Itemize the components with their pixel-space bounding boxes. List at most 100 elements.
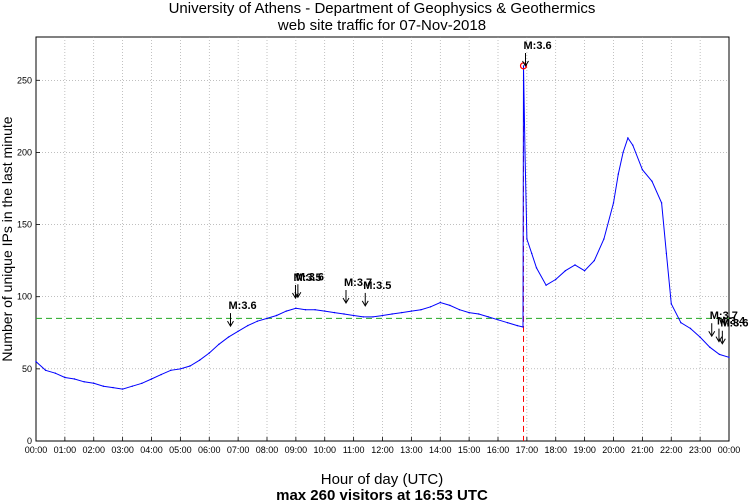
data-point: [603, 238, 605, 240]
data-point: [372, 316, 374, 318]
x-tick-label: 14:00: [429, 445, 452, 455]
data-point: [612, 202, 615, 204]
x-tick-label: 10:00: [313, 445, 336, 455]
max-visitors-note: max 260 visitors at 16:53 UTC: [276, 487, 488, 504]
data-point: [524, 151, 526, 154]
x-tick-labels: 00:00 01:00 02:00 03:00 04:00 05:00 06:00 07:00…: [25, 445, 741, 455]
x-tick-label: 22:00: [660, 445, 683, 455]
data-point: [198, 359, 201, 361]
data-point: [131, 385, 133, 387]
data-point: [237, 330, 239, 332]
data-point: [275, 314, 278, 317]
data-point: [179, 368, 182, 370]
data-point: [531, 252, 533, 255]
data-point: [304, 309, 307, 311]
data-point: [574, 264, 576, 266]
data-point: [487, 316, 490, 318]
x-tick-label: 18:00: [544, 445, 567, 455]
data-point: [170, 369, 172, 371]
data-point: [660, 202, 663, 204]
data-point: [295, 307, 297, 309]
data-point: [150, 378, 153, 380]
data-point: [709, 346, 711, 348]
data-point: [401, 311, 403, 314]
data-point: [689, 327, 692, 330]
chart-subtitle: web site traffic for 07-Nov-2018: [277, 17, 486, 34]
data-point: [429, 306, 432, 308]
y-tick-label: 100: [17, 292, 32, 302]
data-point: [333, 311, 336, 314]
x-tick-label: 04:00: [140, 445, 163, 455]
x-tick-label: 16:00: [487, 445, 510, 455]
annotation-arrow-head: [361, 300, 369, 307]
data-point: [468, 311, 470, 314]
earthquake-annotation-label: M:3.4: [717, 316, 746, 328]
x-tick-label: 23:00: [689, 445, 712, 455]
data-point: [526, 238, 528, 240]
data-point: [208, 352, 210, 354]
x-tick-label: 00:00: [718, 445, 741, 455]
data-point: [522, 326, 524, 328]
x-tick-label: 08:00: [256, 445, 279, 455]
y-axis-label: Number of unique IPs in the last minute: [0, 116, 15, 361]
data-point: [362, 316, 364, 318]
data-point: [439, 301, 441, 304]
data-point: [93, 382, 95, 384]
chart-title: University of Athens - Department of Geo…: [169, 0, 596, 17]
annotation-arrow-head: [227, 320, 234, 328]
data-point: [555, 278, 557, 281]
annotation-arrow-head: [294, 291, 302, 299]
y-tick-label: 50: [22, 364, 32, 374]
data-point: [497, 319, 499, 321]
y-tick-label: 200: [17, 147, 32, 157]
data-point: [718, 353, 721, 356]
data-point: [381, 314, 384, 317]
annotation-arrow-head: [708, 330, 716, 338]
data-point: [478, 313, 480, 315]
series-layer: [35, 65, 730, 390]
data-point: [522, 65, 525, 67]
earthquake-annotation-label: M:3.6: [229, 300, 257, 312]
data-point: [680, 322, 682, 324]
annotation-arrow-head: [522, 60, 529, 67]
x-tick-label: 13:00: [400, 445, 423, 455]
data-point: [160, 373, 162, 376]
x-tick-label: 20:00: [602, 445, 625, 455]
data-point: [651, 180, 653, 182]
y-tick-label: 0: [27, 436, 32, 446]
data-point: [516, 324, 518, 327]
data-point: [535, 267, 538, 269]
data-point: [622, 151, 624, 154]
data-point: [728, 356, 730, 358]
x-tick-label: 07:00: [227, 445, 250, 455]
earthquake-annotation-label: M:3.7: [710, 310, 738, 322]
x-tick-label: 09:00: [285, 445, 308, 455]
x-tick-label: 17:00: [516, 445, 539, 455]
grid: [35, 37, 730, 442]
x-tick-label: 05:00: [169, 445, 192, 455]
x-tick-label: 11:00: [343, 445, 365, 455]
annotation-arrow-head: [718, 338, 726, 345]
data-point: [121, 388, 124, 390]
data-point: [285, 310, 287, 312]
data-point: [247, 324, 249, 327]
data-point: [324, 310, 326, 312]
data-point: [102, 385, 105, 387]
data-point: [506, 322, 509, 324]
data-point: [627, 137, 629, 139]
data-point: [256, 320, 259, 322]
data-point: [617, 173, 619, 175]
x-tick-label: 21:00: [631, 445, 654, 455]
x-tick-label: 01:00: [54, 445, 77, 455]
x-tick-label: 19:00: [573, 445, 596, 455]
annotation-layer: M:3.6M:3.5M:3.6 M:3.7M:3.5M:3.6M:3.7M:3.4…: [227, 40, 748, 345]
data-point: [73, 378, 76, 380]
earthquake-annotation-label: M:3.6: [720, 318, 748, 330]
data-point: [44, 369, 47, 371]
data-point: [593, 259, 595, 262]
earthquake-annotation-label: M:3.5: [293, 272, 321, 284]
data-point: [83, 381, 85, 383]
data-point: [449, 304, 451, 307]
data-point: [352, 314, 355, 317]
